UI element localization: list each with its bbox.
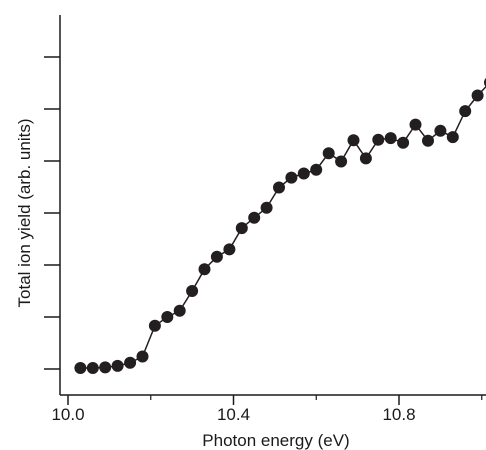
data-point-4 — [124, 356, 137, 369]
data-point-11 — [210, 250, 223, 263]
data-point-18 — [297, 167, 310, 180]
data-point-0 — [74, 362, 87, 374]
y-axis-title: Total ion yield (arb. units) — [15, 119, 34, 308]
data-point-3 — [111, 359, 124, 372]
x-axis-title: Photon energy (eV) — [202, 431, 349, 450]
data-point-32 — [471, 89, 484, 102]
data-point-19 — [310, 163, 323, 176]
data-point-29 — [434, 124, 447, 137]
data-point-14 — [248, 211, 261, 224]
data-point-12 — [223, 243, 236, 256]
data-point-31 — [459, 105, 472, 118]
data-series — [74, 78, 486, 374]
x-tick-label-1: 10.4 — [217, 405, 250, 424]
axes — [59, 15, 486, 396]
data-point-15 — [260, 201, 273, 214]
data-point-27 — [409, 118, 422, 131]
data-point-30 — [446, 131, 459, 144]
data-point-20 — [322, 147, 335, 160]
data-point-25 — [384, 132, 397, 145]
data-point-7 — [161, 311, 174, 323]
series-line-0 — [80, 85, 486, 369]
y-axis-ticks — [44, 56, 60, 370]
data-point-10 — [198, 263, 211, 276]
data-point-9 — [186, 285, 199, 297]
data-point-22 — [347, 134, 360, 147]
data-point-24 — [372, 133, 385, 146]
data-point-8 — [173, 304, 186, 317]
data-point-1 — [86, 362, 99, 374]
data-point-5 — [136, 350, 149, 363]
x-tick-label-2: 10.8 — [382, 405, 415, 424]
data-point-2 — [99, 361, 112, 374]
data-point-28 — [422, 134, 434, 147]
data-point-13 — [235, 222, 248, 235]
data-point-23 — [359, 152, 372, 165]
data-point-21 — [335, 155, 348, 168]
x-tick-label-0: 10.0 — [51, 405, 84, 424]
data-point-17 — [285, 171, 298, 184]
data-point-6 — [148, 319, 161, 332]
data-point-26 — [397, 136, 410, 149]
x-axis-ticks: 10.010.410.811.2 — [51, 395, 483, 424]
data-point-16 — [273, 181, 285, 194]
